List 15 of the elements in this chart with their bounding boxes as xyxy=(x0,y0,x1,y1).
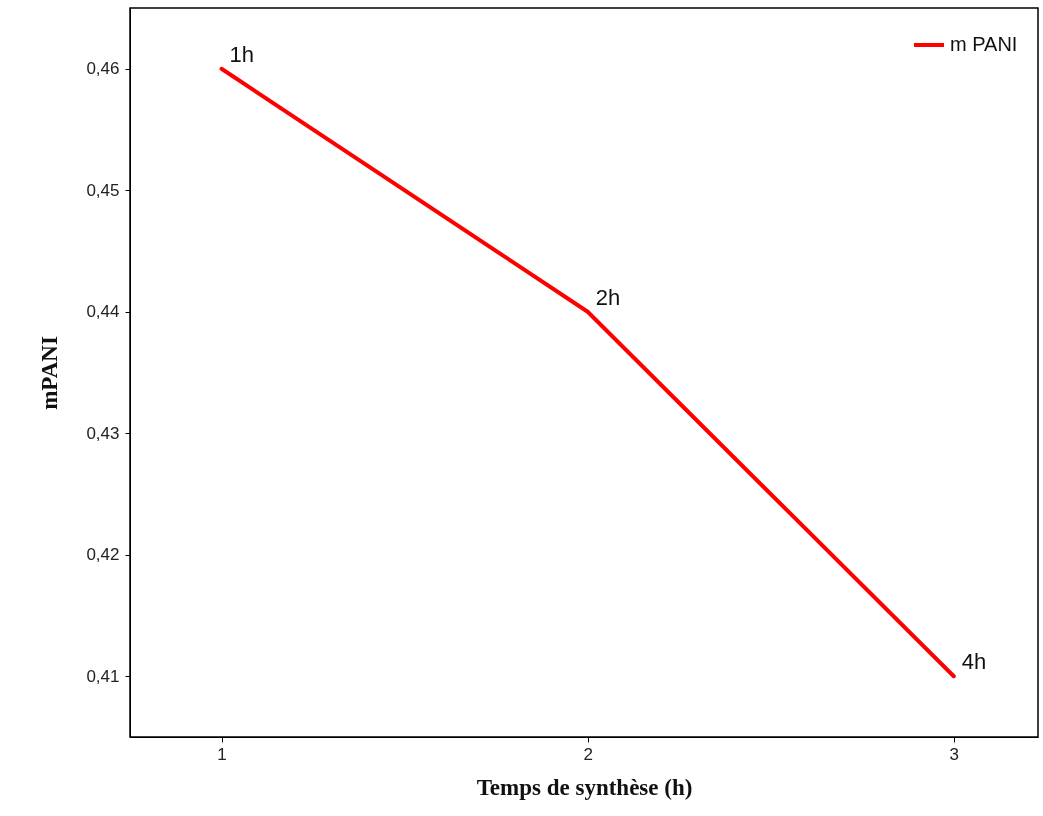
y-tick-label: 0,44 xyxy=(86,302,120,322)
annotation: 4h xyxy=(961,649,987,675)
y-tick-label: 0,46 xyxy=(86,59,120,79)
annotation: 1h xyxy=(229,41,255,67)
y-tick-label: 0,45 xyxy=(86,180,120,200)
y-tick-label: 0,43 xyxy=(86,423,120,443)
annotation: 2h xyxy=(595,284,621,310)
legend-label: m PANI xyxy=(950,33,1018,55)
y-tick-label: 0,42 xyxy=(86,545,120,565)
x-axis-title: Temps de synthèse (h) xyxy=(476,774,693,800)
y-axis-title: mPANI xyxy=(37,336,63,410)
x-tick-label: 2 xyxy=(583,744,593,764)
x-tick-label: 1 xyxy=(217,744,227,764)
x-tick-label: 3 xyxy=(949,744,960,764)
y-tick-label: 0,41 xyxy=(86,666,120,686)
